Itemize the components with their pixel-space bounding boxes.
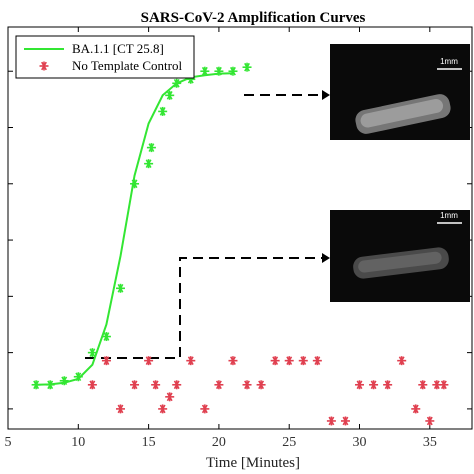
ba11-data-point bbox=[144, 159, 154, 169]
scale-bar-label: 1mm bbox=[440, 211, 458, 220]
x-axis-label: Time [Minutes] bbox=[206, 455, 300, 471]
ntc-data-point bbox=[439, 380, 449, 390]
ntc-data-point bbox=[312, 356, 322, 366]
inset-connectors bbox=[85, 94, 322, 359]
ntc-data-point bbox=[284, 356, 294, 366]
ntc-data-point bbox=[411, 404, 421, 414]
ntc-data-point bbox=[270, 356, 280, 366]
inset-image-saturated: 1mm bbox=[330, 44, 470, 140]
x-tick-label: 20 bbox=[212, 435, 226, 450]
inset-image-baseline: 1mm bbox=[330, 210, 470, 302]
ntc-data-point bbox=[242, 380, 252, 390]
legend-box bbox=[15, 35, 195, 79]
ntc-data-point bbox=[151, 380, 161, 390]
ntc-data-point bbox=[200, 404, 210, 414]
series-layer bbox=[31, 62, 449, 426]
x-tick-label: 15 bbox=[142, 435, 156, 450]
ba11-data-point bbox=[146, 143, 156, 153]
ntc-data-point bbox=[115, 404, 125, 414]
x-axis-ticks: 5 10 15 20 25 30 35 bbox=[5, 27, 437, 450]
ntc-data-point bbox=[172, 380, 182, 390]
chart-title: SARS-CoV-2 Amplification Curves bbox=[141, 10, 366, 26]
arrow-head-icon bbox=[322, 90, 330, 100]
x-tick-label: 30 bbox=[353, 435, 367, 450]
legend-asterisk-icon bbox=[39, 61, 49, 71]
ntc-data-point bbox=[326, 416, 336, 426]
ntc-data-point bbox=[228, 356, 238, 366]
ntc-data-point bbox=[425, 416, 435, 426]
ba11-data-point bbox=[101, 332, 111, 342]
ntc-data-point bbox=[186, 356, 196, 366]
ntc-data-point bbox=[101, 356, 111, 366]
x-tick-label: 35 bbox=[423, 435, 437, 450]
legend-asterisk-icon bbox=[39, 61, 49, 71]
ntc-data-point bbox=[87, 380, 97, 390]
ntc-data-point bbox=[214, 380, 224, 390]
ba11-data-point bbox=[242, 62, 252, 72]
x-tick-label: 10 bbox=[71, 435, 85, 450]
ba11-data-point bbox=[158, 106, 168, 116]
ba11-data-point bbox=[165, 90, 175, 100]
ntc-data-point bbox=[340, 416, 350, 426]
ntc-data-point bbox=[130, 380, 140, 390]
ntc-data-point bbox=[144, 356, 154, 366]
ntc-data-point bbox=[418, 380, 428, 390]
x-tick-label: 5 bbox=[5, 435, 12, 450]
legend-label-ba11: BA.1.1 [CT 25.8] bbox=[72, 41, 164, 56]
ba11-data-point bbox=[115, 283, 125, 293]
ba11-data-point bbox=[87, 348, 97, 358]
ntc-data-point bbox=[165, 392, 175, 402]
fit-curve-line bbox=[36, 72, 234, 386]
ntc-data-point bbox=[383, 380, 393, 390]
arrow-head-icon bbox=[322, 253, 330, 263]
ntc-data-point bbox=[298, 356, 308, 366]
ntc-data-point bbox=[369, 380, 379, 390]
connector-baseline bbox=[85, 257, 322, 359]
ntc-data-point bbox=[397, 356, 407, 366]
scale-bar-label: 1mm bbox=[440, 57, 458, 66]
x-tick-label: 25 bbox=[282, 435, 296, 450]
ntc-data-point bbox=[158, 404, 168, 414]
legend: BA.1.1 [CT 25.8] No Template Control bbox=[15, 35, 195, 79]
legend-label-ntc: No Template Control bbox=[72, 58, 182, 73]
ntc-data-point bbox=[256, 380, 266, 390]
ntc-data-point bbox=[355, 380, 365, 390]
